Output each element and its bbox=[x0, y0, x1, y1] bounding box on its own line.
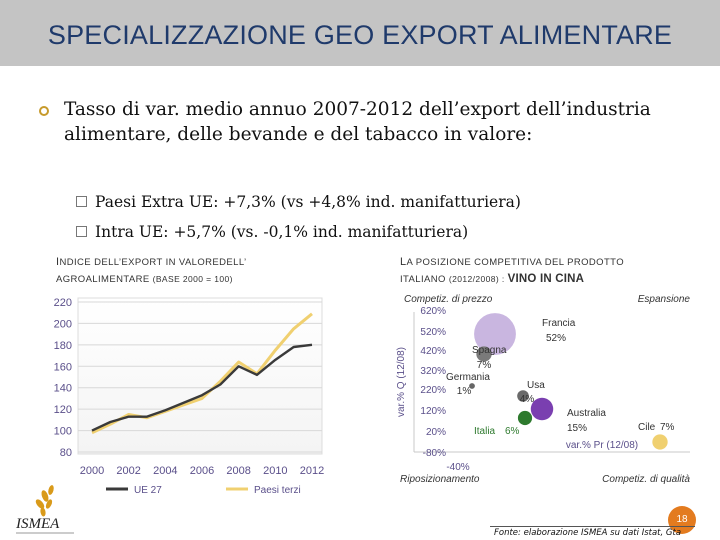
checkbox-icon bbox=[76, 196, 87, 207]
wine-china-bubble-chart: 620% 520% 420% 320% 220% 120% 20% -80% Francia 5… bbox=[396, 294, 691, 485]
x-tick-label: 2002 bbox=[116, 465, 140, 477]
title-part: ITALIANO bbox=[400, 274, 446, 285]
bubble-spagna bbox=[476, 346, 492, 362]
x-tick-label: 2012 bbox=[300, 465, 324, 477]
y-tick-label: 120% bbox=[420, 406, 446, 417]
bubble-label: Spagna bbox=[472, 345, 507, 356]
y-tick-label: 20% bbox=[426, 427, 446, 438]
y-tick-label: 180 bbox=[54, 340, 72, 352]
quadrant-label: Espansione bbox=[638, 294, 691, 305]
bubble-value: 6% bbox=[505, 426, 520, 437]
title-initial: I bbox=[56, 256, 60, 268]
bubble-germania bbox=[469, 383, 475, 389]
series-line-ue27 bbox=[91, 343, 313, 432]
bubble-italia bbox=[517, 410, 533, 426]
y-tick-label: 80 bbox=[60, 447, 72, 459]
checkbox-icon bbox=[76, 226, 87, 237]
bubble-label: Germania bbox=[446, 372, 490, 383]
main-bullet-text: Tasso di var. medio annuo 2007-2012 dell… bbox=[64, 99, 651, 145]
x-tick-label: 2008 bbox=[226, 465, 250, 477]
sub-bullet-intra-ue: Intra UE: +5,7% (vs. -0,1% ind. manifatt… bbox=[76, 223, 468, 241]
bubble-value: 15% bbox=[567, 423, 587, 434]
bubble-australia bbox=[530, 397, 554, 421]
legend-label: Paesi terzi bbox=[254, 485, 301, 494]
legend-label: UE 27 bbox=[134, 485, 162, 494]
x-tick-label: 2010 bbox=[263, 465, 287, 477]
left-chart-title: INDICE DELL’EXPORT IN VALOREDELL’ AGROAL… bbox=[56, 254, 356, 288]
title-part: NDICE DELL’EXPORT IN VALORE bbox=[59, 257, 220, 268]
footer-divider bbox=[490, 526, 695, 527]
title-part: (2012/2008) : bbox=[448, 274, 505, 284]
y-axis-label: var.% Q (12/08) bbox=[396, 347, 407, 417]
bubble-label: Italia bbox=[474, 426, 496, 437]
y-tick-label: 140 bbox=[54, 383, 72, 395]
x-tick-label: 2004 bbox=[153, 465, 177, 477]
title-part: AGROALIMENTARE bbox=[56, 274, 150, 285]
x-tick-label: -40% bbox=[446, 462, 469, 473]
bubble-label: Usa bbox=[527, 380, 545, 391]
x-axis-label: var.% Pr (12/08) bbox=[566, 440, 638, 451]
title-initial: L bbox=[400, 256, 407, 268]
y-tick-label: 420% bbox=[420, 346, 446, 357]
title-part: (BASE 2000 = 100) bbox=[152, 274, 233, 284]
source-note: Fonte: elaborazione ISMEA su dati Istat,… bbox=[494, 528, 682, 538]
y-tick-label: 220 bbox=[54, 297, 72, 309]
x-tick-label: 2006 bbox=[190, 465, 214, 477]
export-index-line-chart: 80 100 120 140 160 180 200 220 2000 2002 2004 2006… bbox=[54, 297, 325, 494]
plot-area bbox=[77, 297, 323, 455]
y-tick-label: 620% bbox=[420, 306, 446, 317]
ismea-logo: ISMEA bbox=[15, 485, 74, 534]
y-tick-label: -80% bbox=[423, 448, 446, 459]
quadrant-label: Riposizionamento bbox=[400, 474, 480, 485]
bubble-label: Australia bbox=[567, 408, 606, 419]
sub-bullet-extra-ue: Paesi Extra UE: +7,3% (vs +4,8% ind. man… bbox=[76, 193, 521, 211]
title-bar bbox=[0, 0, 720, 66]
title-part: DELL’ bbox=[219, 257, 247, 268]
quadrant-label: Competiz. di qualità bbox=[602, 474, 690, 485]
x-tick-label: 2000 bbox=[80, 465, 104, 477]
page-number-badge: 18 bbox=[668, 506, 696, 534]
slide-title: SPECIALIZZAZIONE GEO EXPORT ALIMENTARE bbox=[47, 20, 673, 50]
bubble-francia bbox=[474, 313, 516, 355]
right-chart-title: LA POSIZIONE COMPETITIVA DEL PRODOTTO IT… bbox=[400, 254, 710, 288]
bubble-usa bbox=[517, 390, 529, 402]
sub-bullet-label: Intra UE: +5,7% (vs. -0,1% ind. manifatt… bbox=[95, 223, 469, 241]
bubble-value: 52% bbox=[546, 333, 566, 344]
bubble-label: Cile bbox=[638, 422, 656, 433]
y-tick-label: 120 bbox=[54, 404, 72, 416]
sub-bullet-label: Paesi Extra UE: +7,3% (vs +4,8% ind. man… bbox=[95, 193, 521, 211]
bubble-label: Francia bbox=[542, 318, 576, 329]
y-tick-label: 220% bbox=[420, 385, 446, 396]
bullet-circle-icon bbox=[39, 106, 49, 116]
bubble-value: 1% bbox=[457, 386, 472, 397]
quadrant-label: Competiz. di prezzo bbox=[404, 294, 493, 305]
title-highlight: VINO IN CINA bbox=[507, 273, 585, 285]
series-line-paesi-terzi bbox=[91, 312, 313, 435]
bubble-value: 7% bbox=[477, 360, 492, 371]
bubble-value: 7% bbox=[660, 422, 675, 433]
bubble-cile bbox=[652, 434, 668, 450]
y-tick-label: 520% bbox=[420, 327, 446, 338]
y-tick-label: 320% bbox=[420, 366, 446, 377]
logo-text: ISMEA bbox=[15, 516, 60, 532]
y-tick-label: 160 bbox=[54, 361, 72, 373]
bubble-value: 4% bbox=[520, 394, 535, 405]
y-tick-label: 100 bbox=[54, 426, 72, 438]
title-part: A POSIZIONE COMPETITIVA DEL PRODOTTO bbox=[406, 257, 624, 268]
y-tick-label: 200 bbox=[54, 318, 72, 330]
